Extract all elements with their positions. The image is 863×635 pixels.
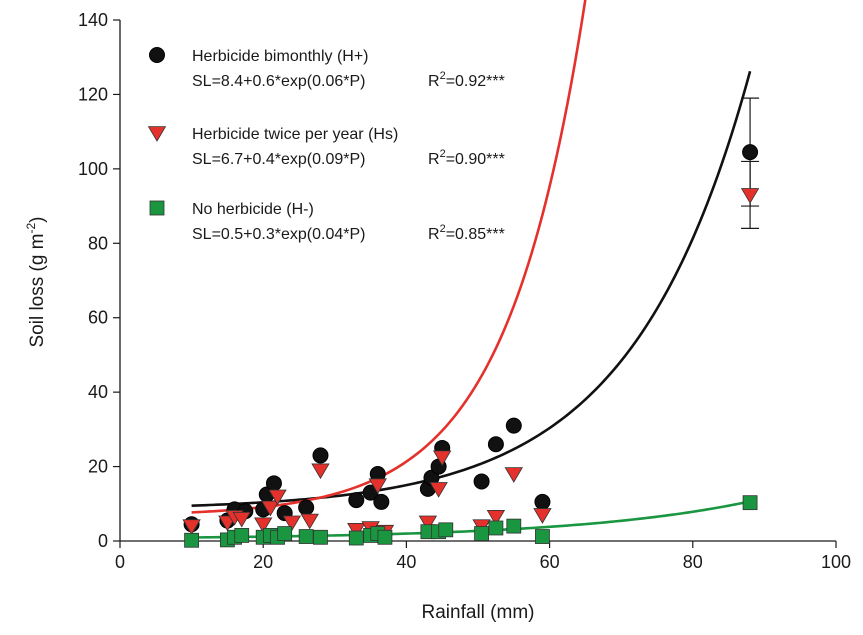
x-tick-label: 40 bbox=[396, 552, 416, 572]
data-point-series-2 bbox=[184, 532, 200, 548]
y-axis-title-close: ) bbox=[27, 216, 48, 222]
legend-r2-0: R2=0.92*** bbox=[428, 70, 505, 90]
data-point-series-2 bbox=[506, 518, 522, 534]
data-point-series-0 bbox=[742, 144, 759, 161]
legend-r2-sup: 2 bbox=[440, 70, 446, 82]
legend-r2-sup: 2 bbox=[440, 223, 446, 235]
data-point-series-1 bbox=[429, 482, 448, 498]
legend-r2-2: R2=0.85*** bbox=[428, 223, 505, 243]
data-point-series-1 bbox=[418, 515, 438, 532]
data-point-series-0 bbox=[298, 499, 315, 516]
legend-equation-1: SL=6.7+0.4*exp(0.09*P) bbox=[192, 151, 365, 168]
data-point-series-1 bbox=[533, 508, 552, 524]
y-tick-label: 20 bbox=[88, 457, 108, 477]
legend-equation-2: SL=0.5+0.3*exp(0.04*P) bbox=[192, 226, 365, 243]
legend-r2-value: =0.85*** bbox=[446, 226, 505, 243]
data-point-series-1 bbox=[232, 511, 251, 528]
data-point-series-1 bbox=[282, 515, 302, 532]
y-tick-label: 0 bbox=[98, 531, 108, 551]
data-point-series-2 bbox=[488, 520, 504, 536]
data-point-series-1 bbox=[261, 500, 280, 517]
legend-r2-value: =0.90*** bbox=[446, 151, 505, 168]
y-tick-label: 40 bbox=[88, 382, 108, 402]
fit-curve-1 bbox=[191, 0, 587, 514]
data-point-series-1 bbox=[740, 188, 760, 204]
y-axis-title-main: Soil loss (g m bbox=[27, 233, 48, 347]
data-point-series-1 bbox=[504, 467, 523, 483]
legend-r2-prefix: R bbox=[428, 226, 440, 243]
legend-equation-0: SL=8.4+0.6*exp(0.06*P) bbox=[192, 73, 365, 90]
legend-marker-0 bbox=[149, 47, 165, 63]
data-point-series-2 bbox=[348, 530, 364, 546]
legend-label-0: Herbicide bimonthly (H+) bbox=[192, 48, 369, 65]
x-tick-label: 20 bbox=[253, 552, 273, 572]
data-point-series-0 bbox=[487, 436, 504, 453]
data-point-series-0 bbox=[312, 447, 329, 464]
legend-r2-prefix: R bbox=[428, 73, 440, 90]
data-point-series-2 bbox=[742, 495, 758, 511]
data-point-series-2 bbox=[277, 526, 293, 541]
data-point-series-1 bbox=[311, 463, 330, 480]
data-point-series-1 bbox=[182, 519, 201, 535]
data-point-series-2 bbox=[474, 526, 489, 541]
data-point-series-0 bbox=[265, 475, 282, 492]
data-point-series-1 bbox=[300, 513, 319, 530]
y-tick-label: 60 bbox=[88, 308, 108, 328]
x-tick-label: 60 bbox=[540, 552, 560, 572]
x-tick-label: 80 bbox=[683, 552, 703, 572]
x-tick-label: 100 bbox=[821, 552, 851, 572]
y-tick-label: 120 bbox=[78, 84, 108, 104]
data-point-series-1 bbox=[268, 489, 287, 506]
legend-r2-value: =0.92*** bbox=[446, 73, 505, 90]
data-point-series-1 bbox=[433, 450, 452, 467]
data-point-series-0 bbox=[473, 473, 490, 490]
y-axis-title-sup: -2 bbox=[24, 222, 38, 233]
data-point-series-2 bbox=[377, 529, 393, 545]
axes: 0 20 40 60 80 100 0 20 40 60 80 100 120 140 bbox=[78, 10, 851, 572]
legend-label-2: No herbicide (H-) bbox=[192, 201, 314, 218]
x-axis-title: Rainfall (mm) bbox=[422, 602, 535, 623]
legend-marker-2 bbox=[149, 200, 165, 216]
legend-r2-1: R2=0.90*** bbox=[428, 148, 505, 168]
data-points bbox=[182, 144, 760, 548]
fit-curve-0 bbox=[191, 70, 752, 507]
y-axis-title: Soil loss (g m-2) bbox=[24, 216, 48, 347]
y-tick-label: 100 bbox=[78, 159, 108, 179]
data-point-series-1 bbox=[254, 517, 273, 534]
data-point-series-2 bbox=[438, 522, 454, 538]
y-tick-label: 140 bbox=[78, 10, 108, 30]
data-point-series-0 bbox=[505, 417, 522, 434]
y-tick-label: 80 bbox=[88, 233, 108, 253]
data-point-series-0 bbox=[534, 493, 551, 510]
data-point-series-2 bbox=[313, 529, 328, 545]
data-point-series-2 bbox=[298, 529, 314, 544]
legend: Herbicide bimonthly (H+) SL=8.4+0.6*exp(0… bbox=[147, 47, 505, 243]
data-point-series-0 bbox=[348, 492, 365, 509]
legend-marker-1 bbox=[147, 126, 167, 142]
data-point-series-0 bbox=[373, 493, 390, 510]
error-bars bbox=[741, 97, 760, 229]
x-tick-label: 0 bbox=[115, 552, 125, 572]
legend-r2-sup: 2 bbox=[440, 148, 446, 160]
data-point-series-1 bbox=[368, 478, 387, 495]
legend-r2-prefix: R bbox=[428, 151, 440, 168]
data-point-series-1 bbox=[486, 510, 506, 526]
data-point-series-2 bbox=[535, 529, 550, 544]
data-point-series-2 bbox=[234, 528, 250, 543]
legend-label-1: Herbicide twice per year (Hs) bbox=[192, 126, 398, 143]
